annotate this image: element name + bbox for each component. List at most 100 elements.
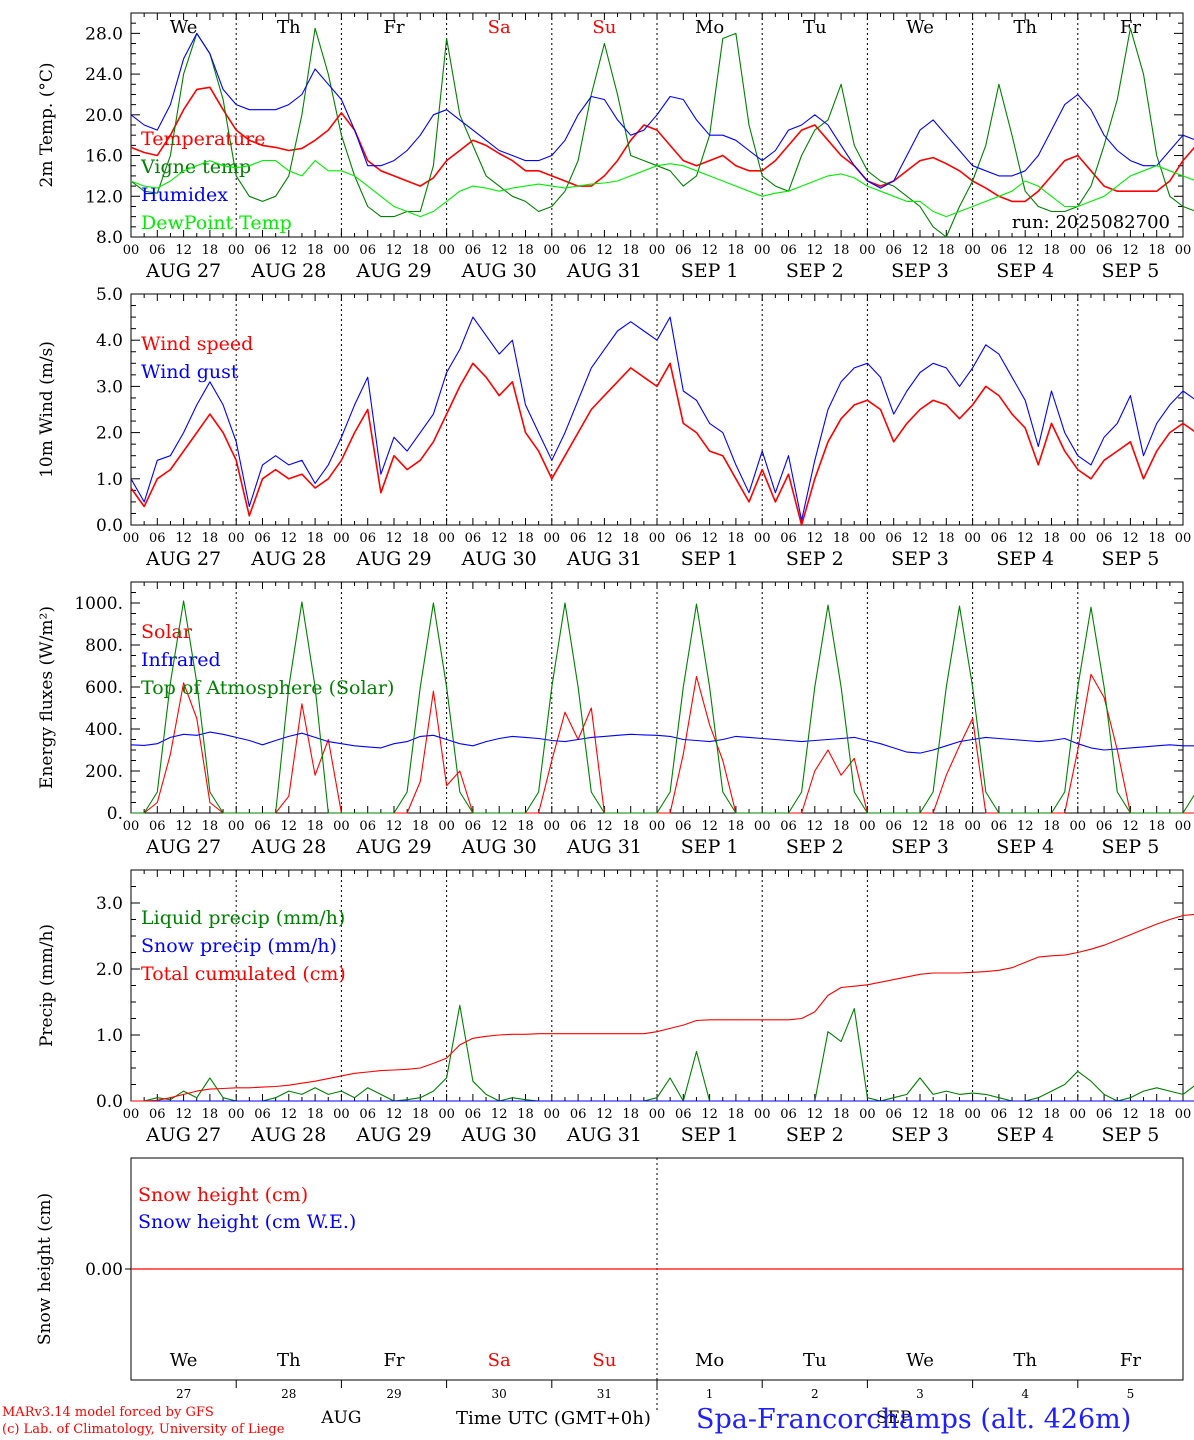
y-tick-label: 1.0: [96, 1026, 123, 1046]
footer: MARv3.14 model forced by GFS (c) Lab. of…: [2, 1404, 1131, 1437]
date-label: AUG 30: [461, 548, 537, 570]
hour-tick-label: 06: [991, 1107, 1008, 1122]
y-tick-label: 200.: [85, 762, 123, 782]
hour-tick-label: 18: [307, 531, 324, 546]
hour-tick-label: 12: [701, 243, 718, 258]
legend-entry-2: Vigne temp: [140, 156, 251, 178]
hour-tick-label: 06: [675, 243, 692, 258]
hour-tick-label: 18: [1148, 819, 1165, 834]
y-axis-title: 10m Wind (m/s): [37, 341, 57, 478]
date-label: SEP 2: [786, 260, 844, 282]
date-label: AUG 30: [461, 1124, 537, 1146]
y-axis-title: Snow height (cm): [35, 1193, 55, 1345]
hour-tick-label: 18: [728, 819, 745, 834]
hour-tick-label: 12: [701, 819, 718, 834]
date-label: AUG 27: [145, 1124, 221, 1146]
hour-tick-label: 18: [622, 243, 639, 258]
hour-tick-label: 06: [991, 531, 1008, 546]
weekday-label: Fr: [1120, 17, 1141, 38]
month-label: SEP: [876, 1408, 912, 1428]
weekday-label: Fr: [1120, 1350, 1141, 1371]
y-axis-title: 2m Temp. (°C): [37, 62, 57, 187]
hour-tick-label: 06: [1096, 243, 1113, 258]
hour-tick-label: 18: [307, 1107, 324, 1122]
hour-tick-label: 06: [570, 1107, 587, 1122]
hour-tick-label: 12: [491, 531, 508, 546]
hour-tick-label: 18: [412, 243, 429, 258]
hour-tick-label: 12: [701, 1107, 718, 1122]
series-line-1: [130, 86, 1194, 203]
date-label: AUG 28: [250, 1124, 326, 1146]
y-tick-label: 5.0: [96, 285, 123, 305]
weekday-label: Mo: [695, 17, 724, 38]
day-number-label: 2: [811, 1387, 819, 1401]
date-label: AUG 30: [461, 836, 537, 858]
run-label: run: 2025082700: [1012, 212, 1170, 233]
hour-tick-label: 00: [1175, 243, 1192, 258]
hour-tick-label: 00: [964, 819, 981, 834]
legend-entry-1: Solar: [141, 621, 193, 643]
hour-tick-label: 00: [228, 531, 245, 546]
day-number-label: 31: [597, 1387, 612, 1401]
hour-tick-label: 00: [438, 243, 455, 258]
hour-tick-label: 12: [912, 819, 929, 834]
hour-tick-label: 12: [1122, 531, 1139, 546]
hour-tick-label: 00: [228, 243, 245, 258]
date-label: SEP 1: [681, 1124, 739, 1146]
hour-tick-label: 18: [1043, 1107, 1060, 1122]
hour-tick-label: 12: [1122, 243, 1139, 258]
date-label: SEP 3: [891, 260, 949, 282]
hour-tick-label: 06: [780, 819, 797, 834]
date-label: SEP 3: [891, 548, 949, 570]
weekday-label: Th: [1013, 1350, 1037, 1371]
date-label: SEP 1: [681, 260, 739, 282]
hour-tick-label: 00: [544, 1107, 561, 1122]
hour-tick-label: 00: [649, 531, 666, 546]
date-label: AUG 29: [355, 836, 431, 858]
hour-tick-label: 18: [1043, 819, 1060, 834]
station-label: Spa-Francorchamps (alt. 426m): [696, 1404, 1131, 1435]
hour-tick-label: 00: [859, 531, 876, 546]
hour-tick-label: 00: [1175, 819, 1192, 834]
hour-tick-label: 00: [333, 1107, 350, 1122]
hour-tick-label: 00: [754, 1107, 771, 1122]
chart-panel-2: 0.0 1.0 2.0 3.0 4.0 5.0 10m Wind (m/s) Wind spe…: [37, 285, 1194, 570]
hour-tick-label: 18: [1043, 243, 1060, 258]
weekday-label: Tu: [803, 17, 827, 38]
date-label: SEP 1: [681, 548, 739, 570]
weekday-label: Sa: [488, 1350, 511, 1371]
y-tick-label: 800.: [85, 636, 123, 656]
hour-tick-label: 00: [1070, 1107, 1087, 1122]
hour-tick-label: 18: [622, 1107, 639, 1122]
legend-entry-3: Total cumulated (cm): [141, 963, 346, 985]
y-tick-label: 2.0: [96, 424, 123, 444]
y-tick-label: 0.: [107, 804, 123, 824]
hour-tick-label: 18: [833, 819, 850, 834]
weekday-label: We: [170, 17, 198, 38]
legend-entry-1: Wind speed: [141, 333, 253, 355]
date-label: AUG 27: [145, 836, 221, 858]
chart-panels: 8.012.016.020.024.028.02m Temp. (°C) Temp…: [35, 12, 1194, 1428]
date-label: AUG 29: [355, 1124, 431, 1146]
weekday-label: Mo: [695, 1350, 724, 1371]
day-number-label: 29: [386, 1387, 401, 1401]
date-label: SEP 3: [891, 836, 949, 858]
day-number-label: 27: [176, 1387, 191, 1401]
hour-tick-label: 06: [359, 1107, 376, 1122]
hour-tick-label: 18: [1148, 531, 1165, 546]
hour-tick-label: 18: [517, 819, 534, 834]
hour-tick-label: 06: [254, 243, 271, 258]
hour-tick-label: 00: [754, 531, 771, 546]
hour-tick-label: 00: [649, 819, 666, 834]
hour-tick-label: 06: [885, 531, 902, 546]
series-line-3: [130, 32, 1194, 189]
date-label: SEP 3: [891, 1124, 949, 1146]
date-label: AUG 31: [566, 1124, 642, 1146]
hour-tick-label: 06: [149, 243, 166, 258]
hour-tick-label: 12: [1017, 243, 1034, 258]
hour-tick-label: 06: [359, 243, 376, 258]
hour-tick-label: 00: [228, 1107, 245, 1122]
chart-panel-5: 0.00 Snow height (cm) Snow height (cm) Snow…: [35, 1157, 1184, 1428]
date-label: SEP 4: [996, 836, 1054, 858]
date-label: SEP 4: [996, 548, 1054, 570]
